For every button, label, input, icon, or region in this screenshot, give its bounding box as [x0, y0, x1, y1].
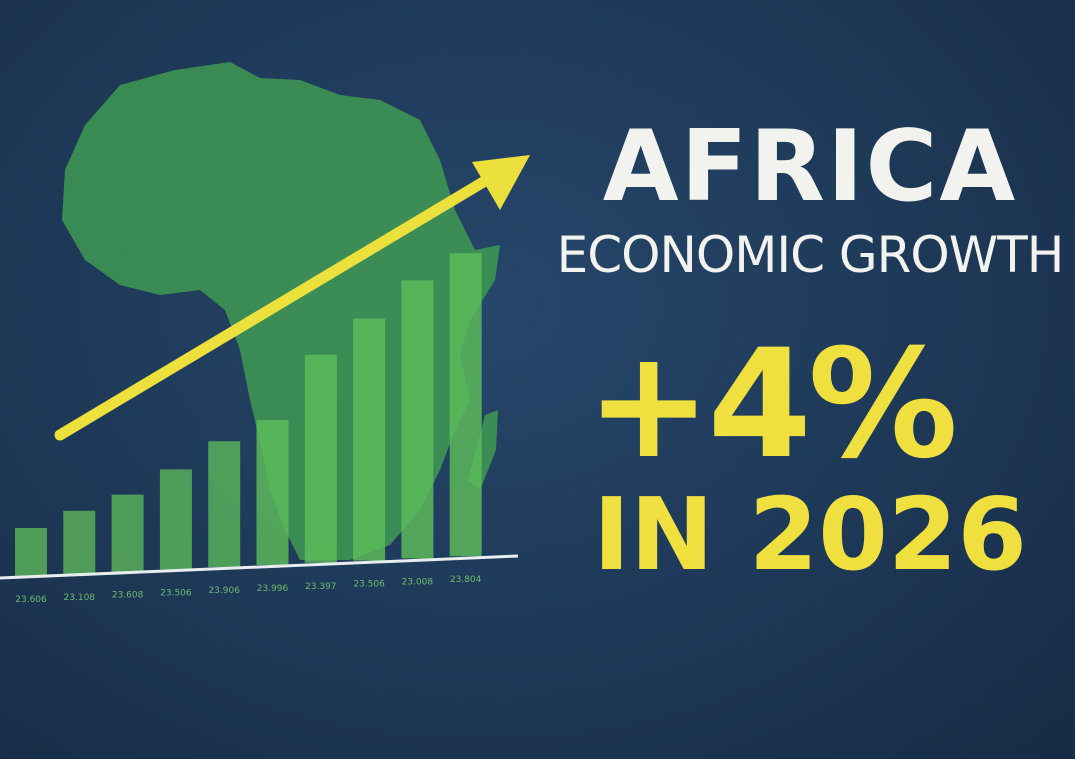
trend-arrow-shaft — [54, 169, 501, 441]
bar — [63, 510, 96, 574]
trend-arrow-icon — [472, 155, 530, 210]
bar — [304, 354, 337, 563]
tick-label: 23.996 — [257, 584, 289, 594]
tick-label: 23.506 — [160, 588, 192, 598]
africa-map-icon — [62, 62, 500, 560]
headline-title: AFRICA — [602, 110, 1018, 224]
tick-label: 23.804 — [450, 575, 482, 585]
year-line: IN 2026 — [592, 476, 1028, 593]
tick-label: 23.606 — [15, 595, 47, 605]
tick-label: 23.008 — [402, 577, 434, 587]
bar — [159, 469, 192, 570]
bar — [401, 280, 434, 559]
baseline — [0, 554, 519, 580]
bar — [111, 494, 144, 572]
headline-subtitle: ECONOMIC GROWTH — [556, 226, 1065, 284]
tick-label: 23.506 — [353, 580, 385, 590]
bar — [208, 441, 241, 568]
tick-label: 23.608 — [112, 591, 144, 601]
tick-label: 23.108 — [64, 593, 96, 603]
tick-label: 23.397 — [305, 582, 337, 592]
bar — [256, 420, 289, 565]
bar — [353, 318, 386, 561]
growth-figure: +4% — [585, 318, 958, 492]
bar — [15, 528, 47, 576]
bar — [449, 253, 482, 557]
tick-label: 23.906 — [208, 586, 240, 596]
